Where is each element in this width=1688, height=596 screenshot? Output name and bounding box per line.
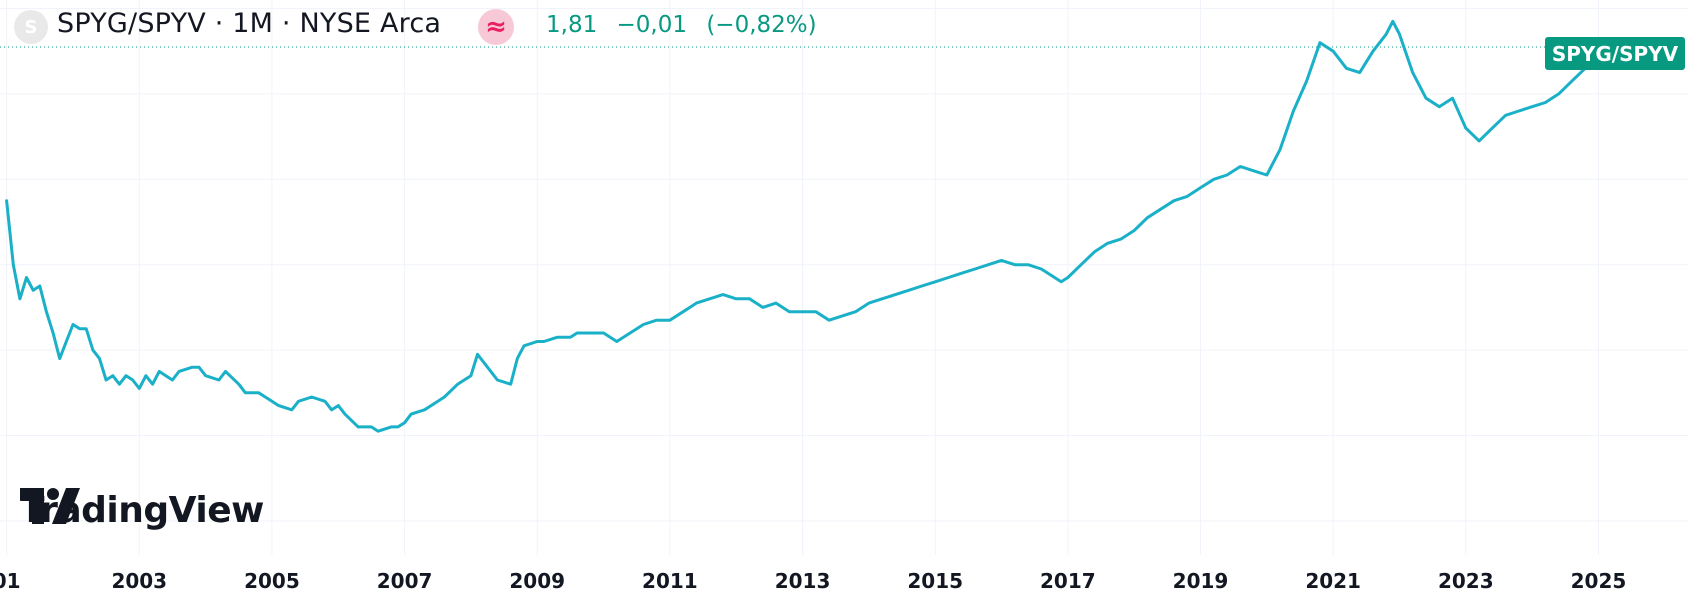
symbol-logo-icon[interactable]: S xyxy=(14,10,48,44)
x-tick-label: 2021 xyxy=(1305,569,1361,593)
x-tick-label: 2017 xyxy=(1040,569,1096,593)
x-tick-label: 2015 xyxy=(907,569,963,593)
last-price: 1,81 xyxy=(546,12,598,38)
price-change: −0,01 xyxy=(616,12,688,38)
approx-icon[interactable]: ≈ xyxy=(478,9,514,45)
x-tick-label: 2023 xyxy=(1438,569,1494,593)
price-scale-label[interactable]: SPYG/SPYV xyxy=(1545,37,1685,70)
x-tick-label: 01 xyxy=(0,569,21,593)
x-tick-label: 2005 xyxy=(244,569,300,593)
x-tick-label: 2003 xyxy=(111,569,167,593)
series-line-0 xyxy=(5,19,1627,433)
x-tick-label: 2007 xyxy=(377,569,433,593)
symbol-title[interactable]: SPYG/SPYV · 1M · NYSE Arca xyxy=(57,8,442,39)
grid-lines xyxy=(0,0,1688,555)
x-axis: 01 2003 2005 2007 2009 2011 2013 2015 2017 2019 20… xyxy=(0,569,1626,593)
quote-values: 1,81 −0,01 (−0,82%) xyxy=(546,12,829,38)
x-tick-label: 2009 xyxy=(509,569,565,593)
price-change-percent: (−0,82%) xyxy=(706,12,817,38)
series-layer xyxy=(5,19,1627,433)
tradingview-logo[interactable]: TradingView xyxy=(20,488,264,532)
tradingview-logo-icon xyxy=(20,488,80,524)
x-tick-label: 2011 xyxy=(642,569,698,593)
x-tick-label: 2019 xyxy=(1173,569,1229,593)
x-tick-label: 2013 xyxy=(775,569,831,593)
x-tick-label: 2025 xyxy=(1571,569,1627,593)
